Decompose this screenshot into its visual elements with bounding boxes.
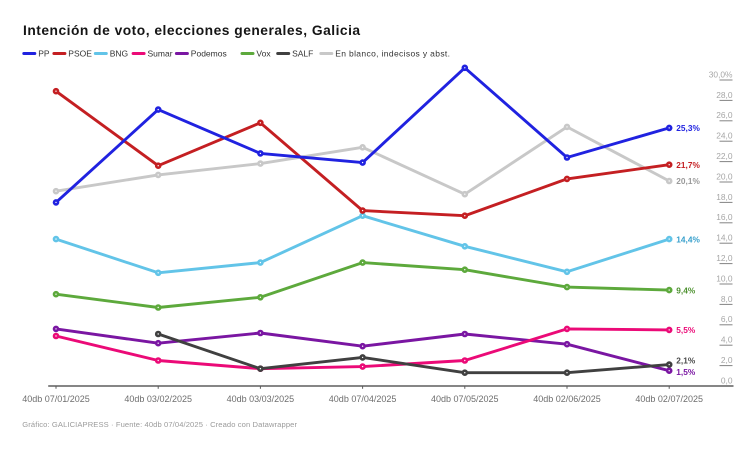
svg-text:40db 07/05/2025: 40db 07/05/2025 bbox=[431, 394, 499, 404]
svg-text:40db 03/03/2025: 40db 03/03/2025 bbox=[227, 394, 295, 404]
svg-text:PSOE: PSOE bbox=[68, 48, 92, 58]
svg-text:30,0%: 30,0% bbox=[709, 69, 733, 79]
svg-text:40db 02/07/2025: 40db 02/07/2025 bbox=[635, 394, 703, 404]
svg-text:Podemos: Podemos bbox=[191, 48, 227, 58]
svg-text:Intención de voto, elecciones: Intención de voto, elecciones generales,… bbox=[23, 23, 361, 38]
svg-text:1,5%: 1,5% bbox=[676, 367, 696, 377]
svg-text:10,0: 10,0 bbox=[716, 273, 733, 283]
svg-text:14,4%: 14,4% bbox=[676, 234, 700, 244]
svg-text:BNG: BNG bbox=[110, 48, 128, 58]
svg-text:5,5%: 5,5% bbox=[676, 325, 696, 335]
svg-text:21,7%: 21,7% bbox=[676, 160, 700, 170]
svg-text:2,0: 2,0 bbox=[721, 355, 733, 365]
svg-text:8,0: 8,0 bbox=[721, 294, 733, 304]
svg-text:9,4%: 9,4% bbox=[676, 285, 696, 295]
svg-text:0,0: 0,0 bbox=[721, 375, 733, 385]
svg-text:18,0: 18,0 bbox=[716, 192, 733, 202]
svg-text:PP: PP bbox=[38, 48, 50, 58]
svg-text:40db 02/06/2025: 40db 02/06/2025 bbox=[533, 394, 601, 404]
svg-text:14,0: 14,0 bbox=[716, 233, 733, 243]
svg-text:Sumar: Sumar bbox=[148, 48, 173, 58]
svg-text:20,1%: 20,1% bbox=[676, 176, 700, 186]
svg-text:28,0: 28,0 bbox=[716, 90, 733, 100]
svg-text:Vox: Vox bbox=[256, 48, 271, 58]
svg-text:SALF: SALF bbox=[292, 48, 313, 58]
svg-text:26,0: 26,0 bbox=[716, 110, 733, 120]
svg-text:25,3%: 25,3% bbox=[676, 123, 700, 133]
svg-text:16,0: 16,0 bbox=[716, 212, 733, 222]
svg-text:20,0: 20,0 bbox=[716, 171, 733, 181]
svg-text:12,0: 12,0 bbox=[716, 253, 733, 263]
svg-text:Gráfico: GALICIAPRESS · Fuente: Gráfico: GALICIAPRESS · Fuente: 40db 07/… bbox=[22, 420, 297, 429]
svg-text:22,0: 22,0 bbox=[716, 151, 733, 161]
svg-text:En blanco, indecisos y abst.: En blanco, indecisos y abst. bbox=[335, 48, 450, 58]
svg-text:6,0: 6,0 bbox=[721, 314, 733, 324]
svg-text:4,0: 4,0 bbox=[721, 335, 733, 345]
svg-text:24,0: 24,0 bbox=[716, 131, 733, 141]
svg-text:2,1%: 2,1% bbox=[676, 356, 696, 366]
svg-text:40db 07/04/2025: 40db 07/04/2025 bbox=[329, 394, 397, 404]
svg-text:40db 07/01/2025: 40db 07/01/2025 bbox=[22, 394, 90, 404]
svg-text:40db 03/02/2025: 40db 03/02/2025 bbox=[124, 394, 192, 404]
